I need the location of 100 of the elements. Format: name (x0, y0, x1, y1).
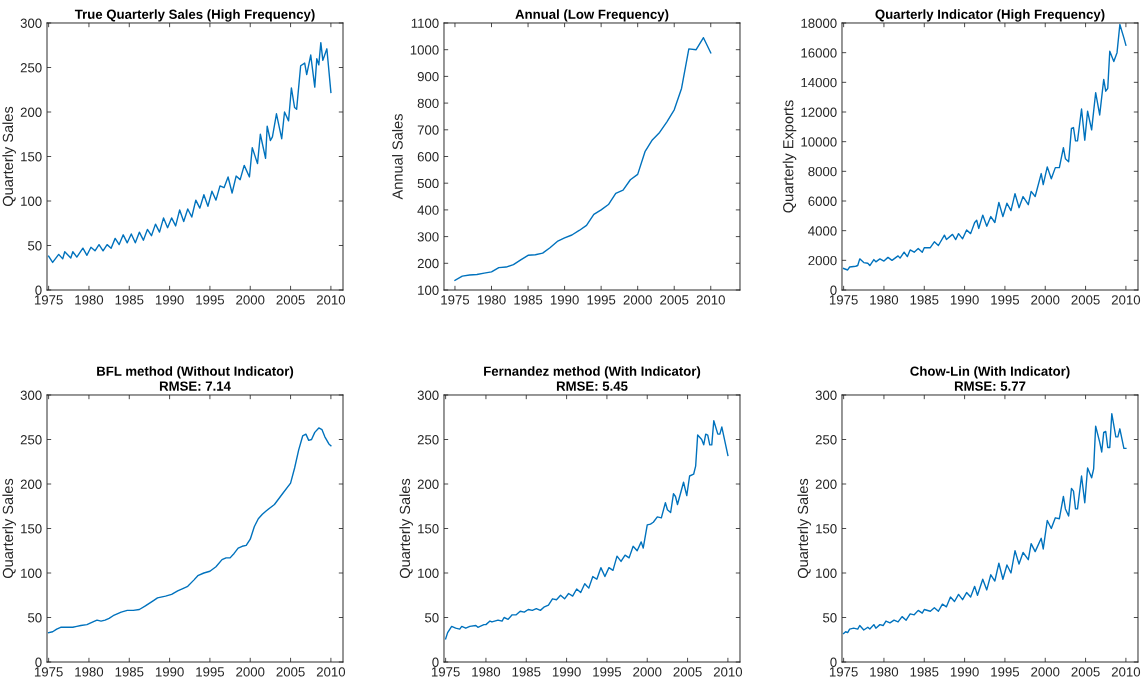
x-tick-label: 2010 (1111, 667, 1141, 677)
y-tick-label: 50 (822, 613, 837, 623)
y-tick-label: 300 (417, 390, 439, 400)
y-tick-label: 200 (417, 258, 439, 269)
x-tick-label: 1975 (441, 295, 470, 305)
y-axis-title: Quarterly Sales (2, 106, 16, 207)
line-series (444, 420, 729, 640)
x-tick-label: 1985 (115, 295, 144, 305)
y-tick-label: 700 (417, 125, 439, 135)
y-axis-title: Annual Sales (392, 114, 403, 200)
y-tick-label: 200 (20, 107, 42, 117)
x-tick-label: 2005 (1071, 295, 1100, 305)
y-tick-label: 10000 (801, 137, 837, 147)
chart-subtitle: RMSE: 5.45 (556, 381, 628, 391)
x-tick-label: 2005 (1071, 667, 1100, 677)
x-tick-label: 2010 (713, 667, 743, 677)
x-tick-label: 2010 (696, 295, 725, 305)
y-tick-label: 0 (35, 657, 42, 667)
chart-title: True Quarterly Sales (High Frequency) (74, 9, 315, 22)
y-tick-label: 100 (418, 568, 439, 578)
x-tick-label: 1985 (115, 667, 144, 677)
x-tick-label: 1985 (910, 667, 939, 677)
x-tick-label: 1980 (870, 295, 899, 305)
x-tick-label: 1990 (155, 667, 184, 677)
y-tick-label: 200 (20, 479, 42, 489)
y-tick-label: 50 (27, 613, 42, 623)
y-tick-label: 800 (417, 98, 439, 109)
y-tick-label: 8000 (808, 166, 837, 177)
y-tick-label: 900 (417, 71, 439, 82)
y-tick-label: 0 (830, 657, 837, 667)
y-tick-label: 50 (424, 613, 439, 623)
y-tick-label: 1100 (411, 18, 439, 28)
x-tick-label: 1975 (34, 295, 63, 305)
y-tick-label: 100 (418, 285, 439, 295)
chart-title: BFL method (Without Indicator) (97, 366, 294, 379)
x-tick-label: 2005 (673, 667, 702, 677)
x-tick-label: 1975 (829, 667, 858, 677)
x-tick-label: 1990 (552, 667, 581, 677)
y-tick-label: 6000 (808, 196, 837, 206)
y-tick-label: 4000 (808, 226, 837, 236)
y-tick-label: 200 (815, 479, 837, 489)
x-tick-label: 1995 (196, 295, 225, 305)
x-tick-label: 1995 (991, 295, 1020, 305)
x-tick-label: 1990 (550, 295, 579, 305)
chart-subtitle: RMSE: 5.77 (954, 381, 1026, 391)
x-tick-label: 1995 (593, 667, 622, 677)
y-tick-label: 100 (816, 568, 837, 578)
chart-title: Fernandez method (With Indicator) (484, 366, 701, 379)
y-tick-label: 100 (21, 196, 42, 206)
y-tick-label: 300 (20, 390, 42, 400)
x-tick-label: 2010 (1111, 295, 1141, 305)
y-tick-label: 18000 (801, 18, 837, 28)
x-tick-label: 1995 (587, 295, 616, 305)
y-axis-title: Quarterly Sales (399, 478, 413, 579)
x-tick-label: 2000 (633, 667, 662, 677)
y-tick-label: 250 (20, 63, 42, 73)
x-tick-label: 1995 (196, 667, 225, 677)
x-tick-label: 2010 (316, 667, 346, 677)
y-tick-label: 50 (27, 241, 42, 251)
x-tick-label: 2000 (623, 295, 652, 305)
x-tick-label: 2000 (236, 667, 265, 677)
y-tick-label: 0 (830, 285, 837, 295)
y-tick-label: 100 (21, 568, 42, 578)
line-series (842, 23, 1127, 271)
x-tick-label: 1980 (75, 295, 104, 305)
y-tick-label: 0 (35, 285, 42, 295)
y-tick-label: 300 (815, 390, 837, 400)
y-tick-label: 16000 (801, 48, 837, 58)
chart-subtitle: RMSE: 7.14 (159, 381, 231, 391)
y-tick-label: 150 (418, 524, 439, 534)
x-tick-label: 1975 (34, 667, 63, 677)
x-tick-label: 1980 (870, 667, 899, 677)
x-tick-label: 1975 (431, 667, 460, 677)
y-axis-title: Quarterly Sales (797, 478, 811, 579)
x-tick-label: 2000 (1031, 295, 1060, 305)
line-series (47, 41, 332, 264)
y-tick-label: 250 (417, 435, 439, 445)
x-tick-label: 2010 (316, 295, 346, 305)
y-tick-label: 2000 (808, 255, 837, 266)
y-tick-label: 150 (21, 152, 42, 162)
y-tick-label: 300 (417, 232, 439, 242)
line-series (842, 412, 1127, 635)
y-tick-label: 200 (417, 479, 439, 489)
y-tick-label: 14000 (801, 77, 837, 88)
y-axis-title: Quarterly Sales (2, 478, 16, 579)
y-tick-label: 300 (20, 18, 42, 28)
y-axis-title: Quarterly Exports (782, 100, 797, 213)
x-tick-label: 2000 (236, 295, 265, 305)
y-tick-label: 0 (432, 657, 439, 667)
chart-title: Chow-Lin (With Indicator) (910, 366, 1070, 379)
x-tick-label: 1990 (950, 295, 979, 305)
x-tick-label: 1990 (950, 667, 979, 677)
y-tick-label: 1000 (410, 45, 439, 55)
y-tick-label: 12000 (801, 107, 837, 117)
line-series (47, 427, 332, 634)
y-tick-label: 250 (20, 435, 42, 445)
x-tick-label: 1980 (477, 295, 506, 305)
y-tick-label: 400 (417, 205, 439, 215)
x-tick-label: 1980 (75, 667, 104, 677)
chart-title: Quarterly Indicator (High Frequency) (875, 9, 1105, 22)
